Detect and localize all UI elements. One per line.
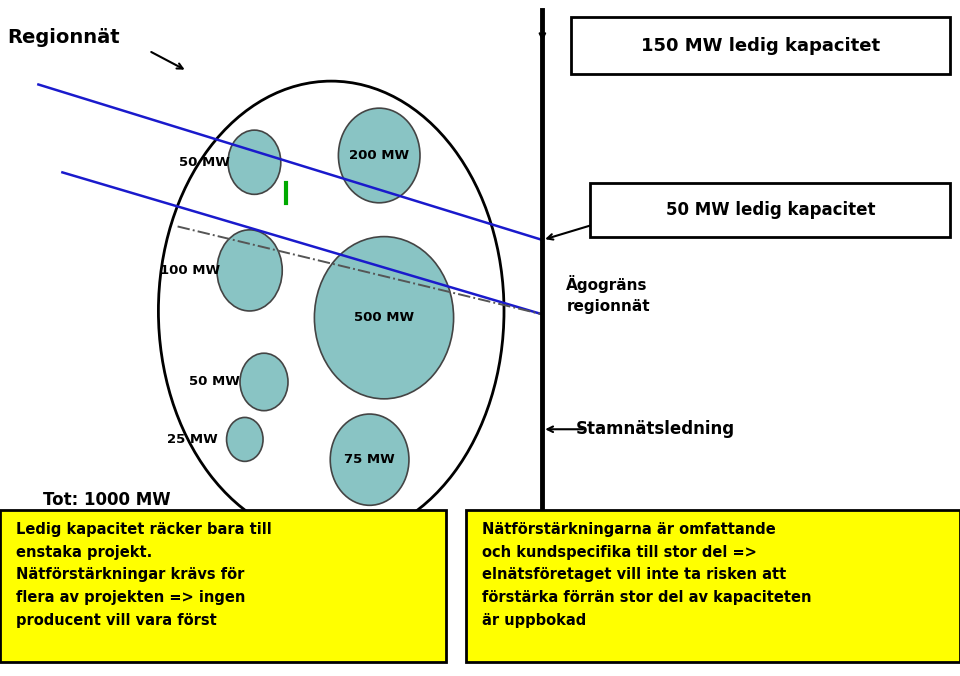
Ellipse shape [240, 353, 288, 411]
Text: 500 MW: 500 MW [354, 311, 414, 324]
Text: 100 MW: 100 MW [160, 264, 220, 277]
FancyBboxPatch shape [590, 183, 950, 237]
Text: Nätförstärkningarna är omfattande
och kundspecifika till stor del =>
elnätsföret: Nätförstärkningarna är omfattande och ku… [482, 522, 811, 628]
Ellipse shape [227, 417, 263, 461]
Ellipse shape [330, 414, 409, 506]
Ellipse shape [228, 130, 280, 195]
FancyBboxPatch shape [571, 17, 950, 74]
Text: Ägogräns
regionnät: Ägogräns regionnät [566, 274, 650, 314]
Text: Tot: 1000 MW: Tot: 1000 MW [43, 491, 171, 509]
Text: 50 MW: 50 MW [189, 375, 239, 389]
Text: 200 MW: 200 MW [349, 149, 409, 162]
FancyBboxPatch shape [0, 510, 446, 662]
Ellipse shape [314, 237, 454, 399]
Text: 75 MW: 75 MW [345, 453, 395, 466]
Text: Stamnätsledning: Stamnätsledning [576, 420, 735, 438]
Ellipse shape [217, 230, 282, 311]
Ellipse shape [339, 108, 420, 203]
Text: Ledig kapacitet räcker bara till
enstaka projekt.
Nätförstärkningar krävs för
fl: Ledig kapacitet räcker bara till enstaka… [16, 522, 272, 628]
Text: 150 MW ledig kapacitet: 150 MW ledig kapacitet [641, 37, 880, 55]
Text: 50 MW: 50 MW [180, 155, 229, 169]
FancyBboxPatch shape [466, 510, 960, 662]
Text: Regionnät: Regionnät [8, 28, 120, 47]
Text: 50 MW ledig kapacitet: 50 MW ledig kapacitet [665, 201, 876, 218]
Text: 25 MW: 25 MW [167, 433, 217, 446]
